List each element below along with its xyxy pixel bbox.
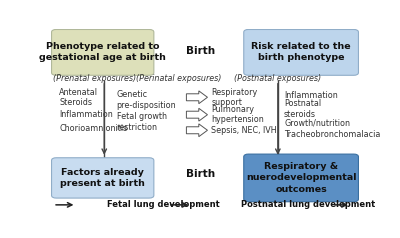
Text: Respiratory
support: Respiratory support	[211, 88, 258, 107]
Text: Inflammation: Inflammation	[59, 110, 113, 119]
FancyBboxPatch shape	[52, 158, 154, 198]
Text: Postnatal lung development: Postnatal lung development	[241, 200, 375, 209]
Text: Genetic
pre-disposition: Genetic pre-disposition	[117, 90, 176, 110]
Text: Sepsis, NEC, IVH: Sepsis, NEC, IVH	[211, 126, 277, 135]
FancyArrow shape	[186, 124, 208, 137]
Text: Fetal growth
restriction: Fetal growth restriction	[117, 112, 167, 132]
Text: Respiratory &
nuerodevelopmental
outcomes: Respiratory & nuerodevelopmental outcome…	[246, 162, 356, 193]
Text: Postnatal
steroids: Postnatal steroids	[284, 99, 321, 119]
FancyArrow shape	[186, 91, 208, 104]
Text: Factors already
present at birth: Factors already present at birth	[60, 168, 145, 188]
Text: (Perinatal exposures): (Perinatal exposures)	[136, 74, 221, 84]
Text: Growth/nutrition: Growth/nutrition	[284, 118, 350, 127]
FancyArrow shape	[186, 108, 208, 121]
Text: (Prenatal exposures): (Prenatal exposures)	[53, 74, 136, 84]
Text: Chorioamnionitis: Chorioamnionitis	[59, 124, 128, 133]
Text: Tracheobronchomalacia: Tracheobronchomalacia	[284, 130, 380, 139]
Text: Phenotype related to
gestational age at birth: Phenotype related to gestational age at …	[39, 42, 166, 62]
Text: Risk related to the
birth phenotype: Risk related to the birth phenotype	[251, 42, 351, 62]
Text: Pulmonary
hypertension: Pulmonary hypertension	[211, 105, 264, 124]
Text: Fetal lung development: Fetal lung development	[107, 200, 220, 209]
Text: Birth: Birth	[186, 169, 215, 179]
Text: Inflammation: Inflammation	[284, 91, 338, 100]
Text: Antenatal
Steroids: Antenatal Steroids	[59, 88, 98, 107]
FancyBboxPatch shape	[244, 30, 358, 75]
FancyBboxPatch shape	[244, 154, 358, 202]
FancyBboxPatch shape	[52, 30, 154, 75]
Text: Birth: Birth	[186, 46, 215, 56]
Text: (Postnatal exposures): (Postnatal exposures)	[234, 74, 322, 84]
